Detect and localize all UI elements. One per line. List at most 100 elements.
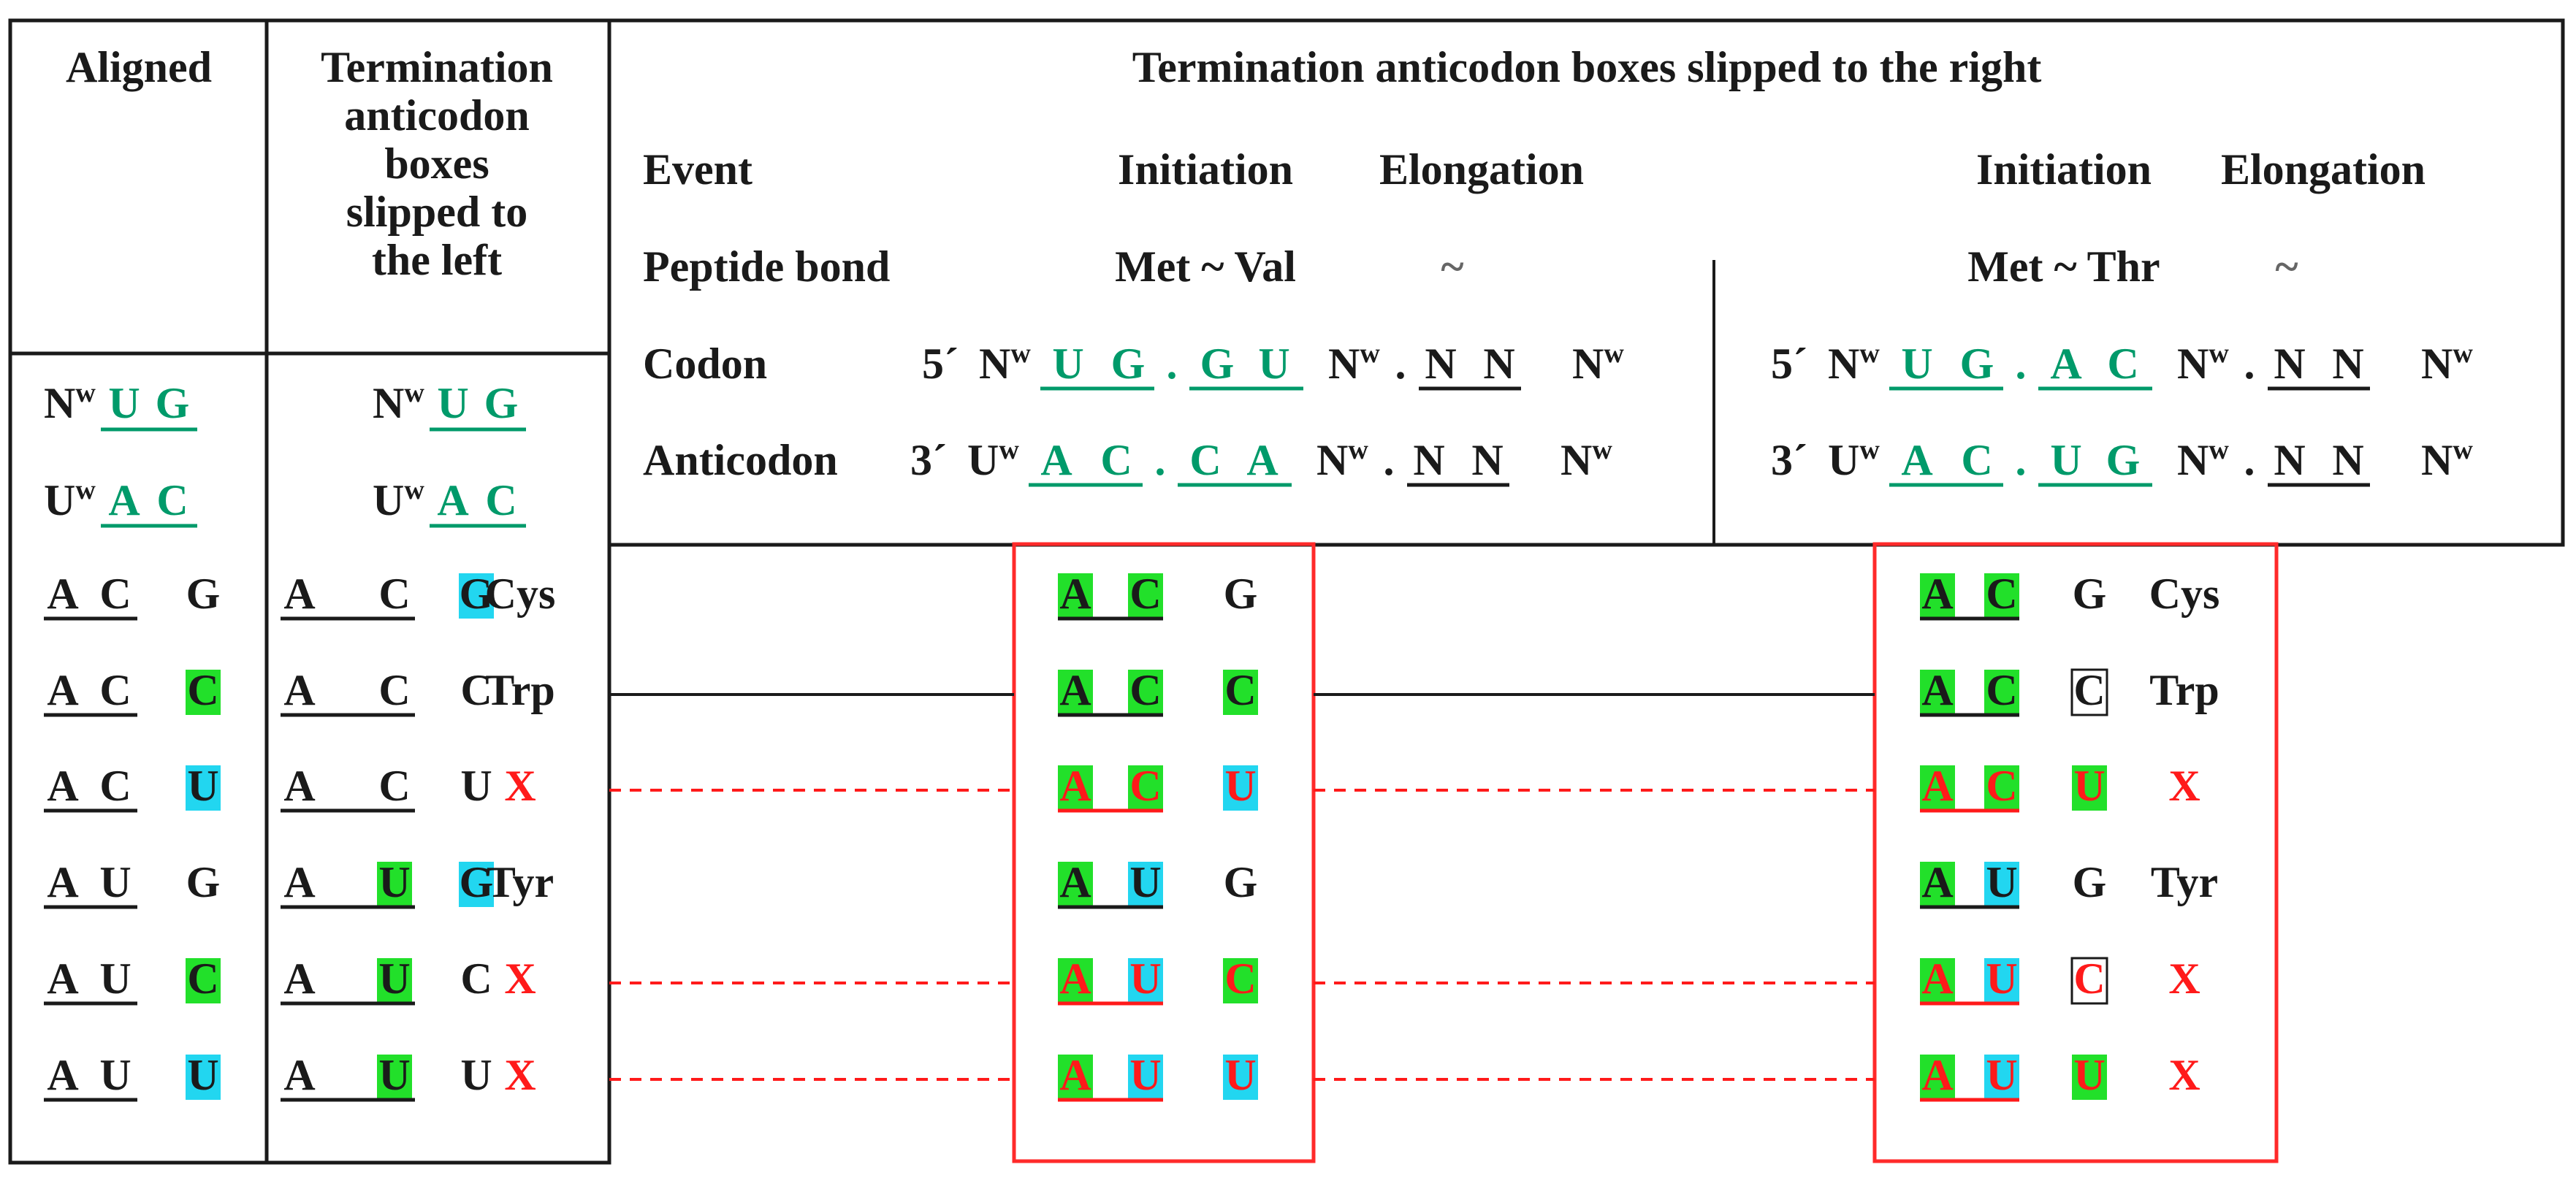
tilde: ~ — [1441, 242, 1463, 291]
row-3-right-third: U — [2073, 762, 2105, 810]
row-1-mid-base1: A — [1059, 570, 1091, 618]
row-1-right-base2-box — [1984, 573, 2019, 619]
row-2-mid-third: C — [1224, 666, 1256, 714]
row-6-right-third-box — [2072, 1055, 2107, 1100]
row-4-right-third: G — [2073, 858, 2107, 906]
row-1-mid-base1-box — [1058, 573, 1093, 619]
row-1-mid-base2: C — [1129, 570, 1161, 618]
panel2-anticodon-base: G — [2106, 436, 2141, 484]
row-2-aligned-base: C — [99, 666, 131, 714]
row-4-mid-third: G — [1224, 858, 1258, 906]
row-3-right-base2: C — [1986, 762, 2017, 810]
panel2-anticodon-base: C — [1961, 436, 1992, 484]
row-3-mid-third-box — [1223, 765, 1258, 811]
row-4-left-base1: A — [283, 858, 315, 906]
row-1-mid-base2-box — [1128, 573, 1163, 619]
panel1-anticodon-base: C — [1189, 436, 1221, 484]
panel2-codon-prime: 5´ — [1771, 340, 1807, 388]
row-5-right-amino: X — [2168, 954, 2200, 1003]
panel1-codon-cap: Nw — [979, 338, 1031, 388]
row-3-right-base2-box — [1984, 765, 2019, 811]
row-3-left-base2: C — [378, 762, 410, 810]
panel1-codon-n: N — [1483, 340, 1514, 388]
row-5-left-base1: A — [283, 954, 315, 1003]
row-3-mid-base1: A — [1059, 762, 1091, 810]
panel1-codon-nw: Nw — [1328, 338, 1380, 388]
panel2-anticodon-base: A — [1901, 436, 1932, 484]
panel2-codon-nw: Nw — [2177, 338, 2229, 388]
row-5-right-base1-box — [1920, 958, 1955, 1003]
row-1-left-base1: A — [283, 570, 315, 618]
row-2-aligned-third-box — [186, 670, 221, 715]
row-4-right-base1: A — [1921, 858, 1953, 906]
row-5-right-base2-box — [1984, 958, 2019, 1003]
row-5-mid-base1: A — [1059, 954, 1091, 1003]
panel1-codon-base: U — [1258, 340, 1289, 388]
row-1-right-third: G — [2073, 570, 2107, 618]
row-4-mid-base1: A — [1059, 858, 1091, 906]
row-3-mid-base1-box — [1058, 765, 1093, 811]
row-6-mid-base2-box — [1128, 1055, 1163, 1100]
row-6-mid-third: U — [1224, 1051, 1256, 1099]
left-nw-u: U — [437, 379, 468, 427]
row-6-left-third: U — [460, 1051, 492, 1099]
aligned-nw-g: G — [156, 379, 190, 427]
row-3-left-base1: A — [283, 762, 315, 810]
elongation-label: Elongation — [1379, 145, 1584, 194]
panel2-codon-n: N — [2274, 340, 2305, 388]
panel1-codon-n: N — [1425, 340, 1456, 388]
row-2-right-third: C — [2073, 666, 2105, 714]
row-4-left-third: G — [460, 858, 494, 906]
row-6-mid-base1: A — [1059, 1051, 1091, 1099]
row-2-right-base1: A — [1921, 666, 1953, 714]
row-6-right-base1-box — [1920, 1055, 1955, 1100]
row-4-right-base2-box — [1984, 862, 2019, 907]
left-header-line: Termination — [321, 43, 553, 91]
panel1-anticodon-base: C — [1100, 436, 1132, 484]
panel1-anticodon-cap: Uw — [967, 435, 1019, 484]
row-3-aligned-base: A — [47, 762, 78, 810]
panel2-codon-base: G — [1960, 340, 1994, 388]
row-1-aligned-base: A — [47, 570, 78, 618]
panel2-anticodon-nw: Nw — [2177, 435, 2229, 484]
row-5-aligned-third: C — [187, 954, 218, 1003]
row-2-right-base2-box — [1984, 670, 2019, 715]
initiation-label: Initiation — [1976, 145, 2152, 194]
row-6-aligned-third: U — [187, 1051, 218, 1099]
left-header-line: anticodon — [344, 91, 529, 139]
row-1-left-base2: C — [378, 570, 410, 618]
panel2-anticodon-dot: . — [2016, 436, 2027, 484]
peptide-met-thr: Met ~ Thr — [1967, 242, 2160, 291]
panel1-codon-nw-end: Nw — [1572, 338, 1624, 388]
row-6-right-base1: A — [1921, 1051, 1953, 1099]
row-4-right-base1-box — [1920, 862, 1955, 907]
row-3-left-third: U — [460, 762, 492, 810]
row-5-right-third-outline — [2070, 957, 2108, 1005]
left-uw-label: Uw — [373, 475, 424, 524]
row-3-right-base1-box — [1920, 765, 1955, 811]
row-6-right-base2: U — [1986, 1051, 2017, 1099]
panel2-codon-nw-end: Nw — [2421, 338, 2473, 388]
row-3-right-third-box — [2072, 765, 2107, 811]
left-uw-c: C — [485, 476, 517, 524]
panel1-anticodon-base: A — [1040, 436, 1072, 484]
row-1-aligned-third: G — [186, 570, 221, 618]
panel2-anticodon-prime: 3´ — [1771, 436, 1807, 484]
left-nw-g: G — [484, 379, 519, 427]
right-red-panel — [1872, 542, 2279, 1163]
panel2-codon-cap: Nw — [1828, 338, 1880, 388]
row-1-aligned-base: C — [99, 570, 131, 618]
peptide-met-val: Met ~ Val — [1115, 242, 1296, 291]
row-3-mid-base2: C — [1129, 762, 1161, 810]
row-6-right-third: U — [2073, 1051, 2105, 1099]
panel1-codon-prime: 5´ — [922, 340, 959, 388]
row-4-right-amino: Tyr — [2151, 858, 2218, 906]
row-5-aligned-base: A — [47, 954, 78, 1003]
row-3-mid-third: U — [1224, 762, 1256, 810]
left-table-border — [8, 18, 611, 1165]
row-2-right-base1-box — [1920, 670, 1955, 715]
row-2-left-amino: Trp — [485, 666, 555, 714]
row-4-aligned-third: G — [186, 858, 221, 906]
row-5-left-amino: X — [504, 954, 536, 1003]
panel2-anticodon-nw-end: Nw — [2421, 435, 2473, 484]
